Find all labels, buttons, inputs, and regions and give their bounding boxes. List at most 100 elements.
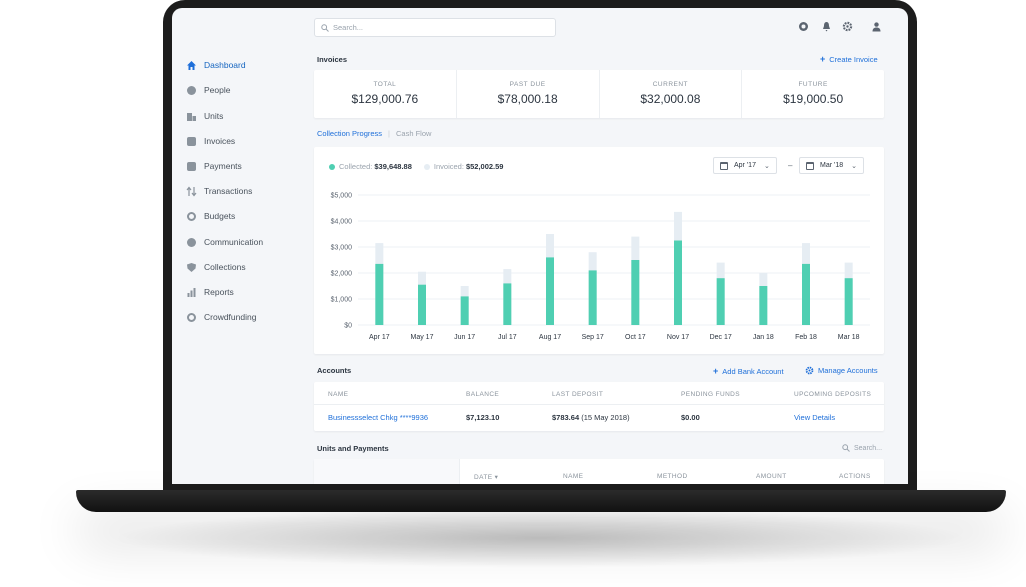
sidebar-item-label: Reports (204, 287, 234, 297)
units-payments-title: Units and Payments (317, 444, 389, 453)
transactions-icon (186, 186, 197, 197)
bell-icon[interactable] (821, 21, 832, 32)
account-name-link[interactable]: Businessselect Chkg ****9936 (328, 413, 429, 422)
sidebar-item-budgets[interactable]: Budgets (186, 208, 235, 224)
sidebar-item-units[interactable]: Units (186, 108, 223, 124)
sidebar-item-communication[interactable]: Communication (186, 234, 263, 250)
bar-collected (418, 284, 426, 325)
sidebar-item-invoices[interactable]: Invoices (186, 133, 235, 149)
account-balance: $7,123.10 (466, 413, 500, 422)
user-icon[interactable] (871, 21, 882, 32)
last-deposit-amount: $783.64 (552, 413, 580, 422)
bar-collected (674, 240, 682, 325)
sidebar: Dashboard People Units Invoices Payments… (172, 8, 312, 484)
manage-accounts-button[interactable]: Manage Accounts (805, 366, 878, 375)
building-icon (186, 111, 197, 122)
date-header-label: DATE (474, 474, 493, 481)
bar-collected (631, 260, 640, 325)
summary-total: TOTAL $129,000.76 (314, 70, 457, 118)
x-tick-label: Feb 18 (795, 334, 817, 341)
x-tick-label: Nov 17 (667, 334, 689, 341)
sidebar-item-label: Collections (204, 262, 246, 272)
help-icon[interactable] (798, 21, 809, 32)
y-tick-label: $1,000 (331, 297, 353, 304)
y-tick-label: $3,000 (331, 245, 353, 252)
invoice-icon (186, 136, 197, 147)
crowdfunding-icon (186, 312, 197, 323)
chevron-down-icon: ⌄ (763, 162, 770, 170)
sort-down-icon: ▾ (494, 474, 499, 481)
create-invoice-button[interactable]: + Create Invoice (820, 54, 878, 64)
account-last-deposit: $783.64 (15 May 2018) (552, 413, 630, 422)
accounts-table: NAME BALANCE LAST DEPOSIT PENDING FUNDS … (314, 382, 884, 431)
collection-chart-card: Collected: $39,648.88 Invoiced: $52,002.… (314, 147, 884, 354)
tab-collection-progress[interactable]: Collection Progress (317, 129, 383, 138)
payment-icon (186, 161, 197, 172)
budget-icon (186, 211, 197, 222)
sidebar-item-label: People (204, 85, 231, 95)
y-tick-label: $0 (344, 323, 352, 330)
sidebar-item-transactions[interactable]: Transactions (186, 183, 252, 199)
summary-value: $78,000.18 (497, 92, 558, 106)
sidebar-item-dashboard[interactable]: Dashboard (186, 57, 246, 73)
y-tick-label: $5,000 (331, 193, 353, 200)
column-header-pending-funds: PENDING FUNDS (681, 391, 741, 398)
chart-tabs: Collection Progress | Cash Flow (317, 129, 431, 138)
invoice-summary: TOTAL $129,000.76 PAST DUE $78,000.18 CU… (314, 70, 884, 118)
date-range-separator: – (788, 161, 793, 170)
tab-cash-flow[interactable]: Cash Flow (395, 129, 432, 138)
gear-icon (805, 366, 814, 375)
x-tick-label: Apr 17 (369, 334, 390, 341)
sidebar-item-label: Invoices (204, 136, 236, 146)
summary-label: PAST DUE (509, 81, 546, 88)
x-tick-label: Dec 17 (710, 334, 732, 341)
bar-collected (375, 263, 384, 325)
sidebar-item-label: Communication (204, 237, 264, 247)
account-pending: $0.00 (681, 413, 700, 422)
add-bank-account-button[interactable]: + Add Bank Account (713, 366, 784, 376)
bar-collected (460, 296, 469, 325)
legend-collected-label: Collected: (339, 162, 373, 171)
units-search-placeholder: Search... (854, 444, 883, 452)
x-tick-label: Jun 17 (454, 334, 475, 341)
sidebar-item-collections[interactable]: Collections (186, 259, 246, 275)
column-header-name: NAME (563, 473, 584, 480)
laptop-base (76, 490, 1006, 512)
date-from-select[interactable]: Apr '17 ⌄ (713, 157, 777, 174)
summary-label: CURRENT (652, 81, 689, 88)
invoiced-dot-icon (423, 163, 430, 170)
sidebar-item-label: Units (204, 111, 224, 121)
search-placeholder: Search... (333, 23, 364, 32)
y-tick-label: $2,000 (331, 271, 353, 278)
bar-collected (802, 263, 810, 325)
summary-label: TOTAL (373, 81, 397, 88)
x-tick-label: Jul 17 (498, 334, 517, 341)
units-search-input[interactable]: Search... (842, 444, 882, 452)
column-header-actions: ACTIONS (839, 473, 871, 480)
x-tick-label: Jan 18 (753, 334, 774, 341)
legend-invoiced-label: Invoiced: (433, 162, 464, 171)
chart-legend: Collected: $39,648.88 Invoiced: $52,002.… (329, 162, 515, 171)
bar-collected (503, 283, 512, 325)
bar-collected (844, 278, 853, 325)
sidebar-item-people[interactable]: People (186, 82, 230, 98)
date-to-select[interactable]: Mar '18 ⌄ (799, 157, 864, 174)
legend-invoiced-value: $52,002.59 (465, 162, 504, 171)
legend-collected: Collected: $39,648.88 (329, 162, 412, 171)
column-header-date[interactable]: DATE ▾ (474, 473, 498, 481)
collected-dot-icon (329, 163, 335, 170)
sidebar-item-payments[interactable]: Payments (186, 158, 242, 174)
manage-accounts-label: Manage Accounts (818, 366, 878, 375)
search-input[interactable]: Search... (314, 18, 556, 37)
sidebar-item-crowdfunding[interactable]: Crowdfunding (186, 309, 256, 325)
view-details-link[interactable]: View Details (794, 413, 836, 422)
sidebar-item-reports[interactable]: Reports (186, 284, 234, 300)
column-header-upcoming-deposits: UPCOMING DEPOSITS (794, 391, 872, 398)
x-tick-label: Aug 17 (539, 334, 561, 341)
units-list-panel (314, 459, 460, 484)
date-to-value: Mar '18 (820, 162, 844, 169)
home-icon (186, 60, 197, 71)
gear-icon[interactable] (842, 21, 853, 32)
laptop-shadow (110, 508, 970, 568)
